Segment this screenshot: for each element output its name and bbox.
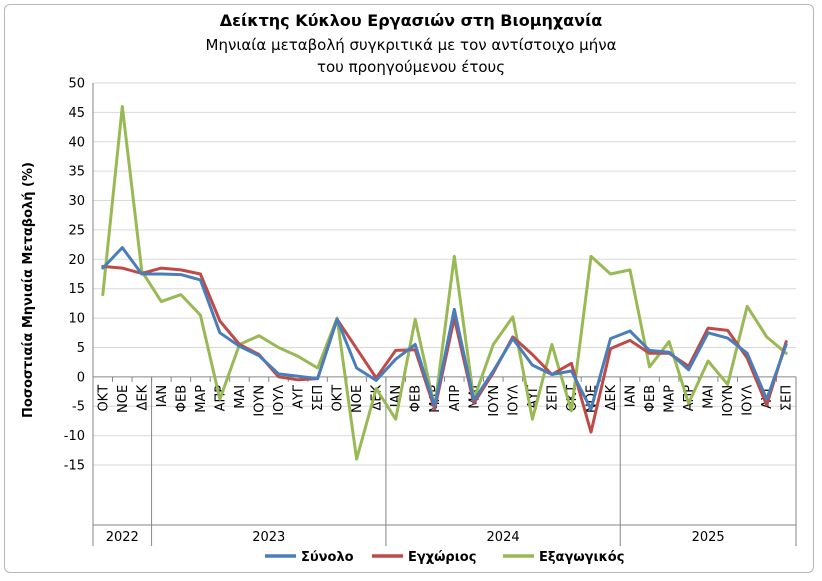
series-line <box>101 105 788 461</box>
year-label: 2022 <box>106 530 139 545</box>
x-tick-label: ΙΟΥΝ <box>252 385 267 417</box>
year-label: 2025 <box>692 530 725 545</box>
x-tick-label: ΜΑΙ <box>233 385 248 409</box>
y-tick-label: 5 <box>77 341 85 356</box>
chart-title: Δείκτης Κύκλου Εργασιών στη Βιομηχανία <box>220 11 603 30</box>
y-tick-label: -15 <box>64 459 85 474</box>
y-tick-label: 45 <box>68 106 85 121</box>
y-tick-label: 15 <box>68 282 85 297</box>
x-tick-label: ΦΕΒ <box>643 385 658 412</box>
legend: Σύνολο Εγχώριος Εξαγωγικός <box>265 550 624 565</box>
y-axis-label: Ποσοστιαία Μηνιαία Μεταβολή (%) <box>21 162 36 418</box>
x-tick-label: ΟΚΤ <box>96 385 111 412</box>
y-tick-label: 40 <box>68 135 85 150</box>
x-tick-label: ΙΟΥΝ <box>721 385 736 417</box>
x-tick-label: ΟΚΤ <box>331 385 346 412</box>
x-tick-label: ΙΟΥΛ <box>741 385 756 416</box>
x-tick-label: ΜΑΙ <box>702 385 717 409</box>
x-tick-label: ΔΕΚ <box>604 384 619 410</box>
y-tick-label: 20 <box>68 253 85 268</box>
y-tick-label: 25 <box>68 223 85 238</box>
year-label: 2024 <box>487 530 520 545</box>
y-tick-label: -5 <box>72 400 85 415</box>
chart-subtitle-line-1: Μηνιαία μεταβολή συγκριτικά με τον αντίσ… <box>206 36 617 54</box>
x-tick-label: ΙΟΥΛ <box>506 385 521 416</box>
y-tick-label: 30 <box>68 194 85 209</box>
series-line <box>101 246 788 411</box>
gridlines <box>92 82 796 466</box>
x-tick-label: ΣΕΠ <box>311 385 326 411</box>
x-tick-label: ΦΕΒ <box>174 385 189 412</box>
x-tick-label: ΝΟΕ <box>116 385 131 413</box>
x-tick-label: ΣΕΠ <box>545 385 560 411</box>
y-tick-label: 50 <box>68 77 85 92</box>
y-tick-label: 0 <box>77 370 85 385</box>
x-tick-label: ΦΕΒ <box>409 385 424 412</box>
legend-label: Σύνολο <box>301 550 354 565</box>
x-tick-label: ΜΑΡ <box>194 385 209 413</box>
year-label: 2023 <box>252 530 285 545</box>
x-tick-label: ΑΥΓ <box>292 384 307 409</box>
series-lines <box>101 105 788 461</box>
x-tick-label: ΙΟΥΛ <box>272 385 287 416</box>
x-tick-label: ΣΕΠ <box>780 385 795 411</box>
x-tick-label: ΔΕΚ <box>135 384 150 410</box>
x-tick-label: ΑΠΡ <box>448 385 463 412</box>
x-tick-label: ΝΟΕ <box>350 385 365 413</box>
x-tick-label: ΜΑΡ <box>663 385 678 413</box>
legend-label: Εγχώριος <box>408 550 476 565</box>
x-tick-label: ΙΑΝ <box>155 385 170 407</box>
y-tick-label: -10 <box>64 429 85 444</box>
legend-label: Εξαγωγικός <box>539 550 624 565</box>
x-tick-label: ΙΟΥΝ <box>487 385 502 417</box>
x-tick-label: ΙΑΝ <box>624 385 639 407</box>
y-tick-label: 10 <box>68 312 85 327</box>
y-tick-label: 35 <box>68 165 85 180</box>
chart-subtitle-line-2: του προηγούμενου έτους <box>317 58 505 76</box>
